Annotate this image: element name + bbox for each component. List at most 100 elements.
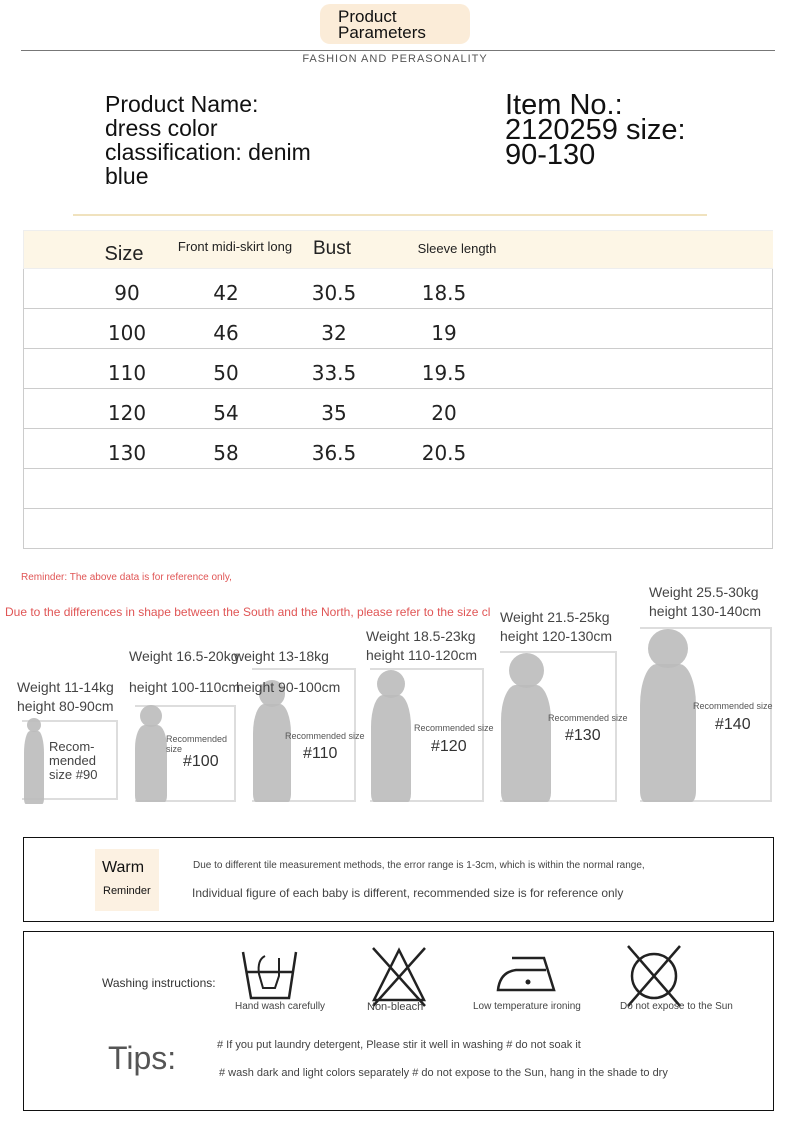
header-sleeve: Sleeve length — [417, 241, 497, 256]
weight-label: Weight 18.5-23kg — [366, 628, 476, 644]
child-silhouette-icon — [258, 680, 286, 707]
weight-label: Weight 11-14kg — [17, 679, 114, 695]
washing-panel: Washing instructions: Hand wash carefull… — [23, 931, 774, 1111]
recommended-label: Recommended size — [693, 701, 773, 711]
size-box — [500, 651, 617, 802]
height-label: height 120-130cm — [500, 628, 613, 644]
no-bleach-icon — [371, 947, 427, 1007]
table-cell: 19.5 — [421, 361, 467, 385]
table-cell: 130 — [107, 441, 147, 465]
warm-line-1: Due to different tile measurement method… — [193, 860, 645, 871]
tips-line-1: # If you put laundry detergent, Please s… — [217, 1039, 581, 1051]
table-cell: 100 — [107, 321, 147, 345]
low-iron-label: Low temperature ironing — [473, 1001, 581, 1012]
table-cell: 110 — [107, 361, 147, 385]
child-silhouette-icon — [24, 730, 44, 804]
height-label: height 130-140cm — [649, 603, 762, 619]
warm-label-1: Warm — [102, 859, 145, 876]
weight-label: Weight 16.5-20kg — [129, 648, 239, 664]
table-cell: 36.5 — [311, 441, 357, 465]
product-name: Product Name: dress color classification… — [105, 91, 311, 189]
recommended-size: #100 — [183, 753, 219, 770]
tips-line-2: # wash dark and light colors separately … — [219, 1067, 668, 1079]
header-length: Front midi-skirt long — [177, 239, 293, 254]
header-size: Size — [104, 243, 144, 265]
hand-wash-label: Hand wash carefully — [235, 1001, 326, 1012]
table-cell: 32 — [321, 321, 347, 345]
child-silhouette-icon — [508, 653, 544, 688]
height-label: height 110-120cm — [366, 647, 478, 663]
no-sun-icon — [627, 945, 681, 1007]
child-silhouette-icon — [501, 684, 551, 802]
height-label: height 80-90cm — [17, 698, 114, 714]
table-cell: 30.5 — [311, 281, 357, 305]
reminder-note: Reminder: The above data is for referenc… — [21, 572, 232, 583]
table-cell: 58 — [213, 441, 239, 465]
recommended-size: #130 — [565, 727, 601, 744]
table-cell: 54 — [213, 401, 239, 425]
child-silhouette-icon — [640, 664, 696, 802]
table-row: 120 54 35 20 — [23, 388, 773, 429]
title-text: Product Parameters — [338, 7, 426, 42]
no-sun-label: Do not expose to the Sun — [620, 1001, 733, 1012]
page-title: Product Parameters — [320, 4, 470, 44]
child-silhouette-icon — [139, 705, 163, 728]
table-header: Size Front midi-skirt long Bust Sleeve leng… — [23, 230, 773, 269]
child-silhouette-icon — [371, 695, 411, 802]
recommended-label: Recommended size — [285, 731, 365, 741]
size-box — [135, 705, 236, 802]
warm-label-2: Reminder — [103, 885, 151, 897]
table-cell: 90 — [114, 281, 140, 305]
weight-label: weight 13-18kg — [234, 648, 329, 664]
table-cell: 18.5 — [421, 281, 467, 305]
warm-line-2: Individual figure of each baby is differ… — [192, 886, 624, 900]
size-box — [22, 720, 118, 800]
table-cell: 120 — [107, 401, 147, 425]
child-silhouette-icon — [377, 670, 405, 698]
table-row: 90 42 30.5 18.5 — [23, 268, 773, 309]
recommended-size: Recom-mended size #90 — [49, 739, 98, 782]
recommended-label: Recommended size — [548, 713, 628, 723]
table-cell: 50 — [213, 361, 239, 385]
child-silhouette-icon — [27, 718, 41, 732]
warm-label: Warm Reminder — [95, 849, 159, 911]
child-silhouette-icon — [253, 703, 291, 802]
table-cell: 35 — [321, 401, 347, 425]
reminder-text: Due to the differences in shape between … — [5, 605, 491, 619]
weight-label: Weight 25.5-30kg — [649, 584, 759, 600]
recommended-label: Recommended size — [166, 734, 228, 754]
child-silhouette-icon — [135, 725, 167, 802]
table-cell: 33.5 — [311, 361, 357, 385]
item-number: Item No.: 2120259 size: 90-130 — [505, 89, 686, 171]
table-cell: 20 — [431, 401, 457, 425]
low-iron-icon — [496, 956, 556, 992]
no-bleach-label: Non-bleach — [367, 1001, 424, 1013]
table-row: 100 46 32 19 — [23, 308, 773, 349]
table-row — [23, 468, 773, 509]
recommended-size: #110 — [303, 745, 338, 762]
size-box — [640, 627, 772, 802]
size-box — [252, 668, 356, 802]
weight-label: Weight 21.5-25kg — [500, 609, 610, 625]
child-silhouette-icon — [648, 629, 688, 669]
size-table: Size Front midi-skirt long Bust Sleeve leng… — [23, 230, 773, 549]
height-label: height 100-110cm — [129, 679, 241, 695]
table-row: 110 50 33.5 19.5 — [23, 348, 773, 389]
table-cell: 46 — [213, 321, 239, 345]
recommended-size: #140 — [715, 716, 751, 733]
table-cell: 42 — [213, 281, 239, 305]
hand-wash-icon — [241, 951, 298, 1000]
recommended-label: Recommended size — [414, 723, 494, 733]
divider — [73, 214, 707, 216]
subtitle: FASHION AND PERASONALITY — [302, 53, 488, 65]
header-bust: Bust — [312, 238, 352, 259]
table-row — [23, 508, 773, 549]
recommended-size: #120 — [431, 738, 467, 755]
table-cell: 19 — [431, 321, 457, 345]
warm-reminder-panel: Warm Reminder Due to different tile meas… — [23, 837, 774, 922]
washing-label: Washing instructions: — [102, 976, 216, 990]
divider — [21, 50, 775, 51]
tips-label: Tips: — [108, 1040, 177, 1076]
table-cell: 20.5 — [421, 441, 467, 465]
height-label: height 90-100cm — [236, 679, 341, 695]
